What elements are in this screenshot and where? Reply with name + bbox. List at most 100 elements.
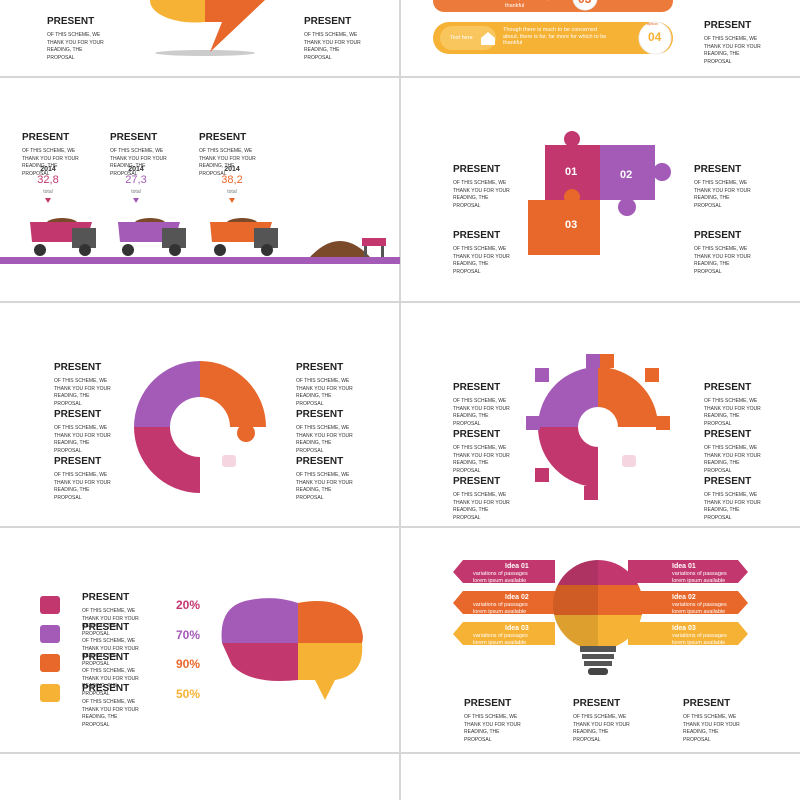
block-heading: PRESENT [704,20,752,31]
idea-title: Idea 03 [505,625,529,632]
ground [0,257,400,264]
block-heading: PRESENT [110,132,158,143]
block-heading: PRESENT [82,592,130,603]
idea-text: variations of passages lorem ipsum avail… [473,633,528,646]
banner [433,22,673,54]
gear [526,354,670,500]
block-body: OF THIS SCHEME, WE THANK YOU FOR YOUR RE… [296,425,353,454]
block-heading: PRESENT [304,16,352,27]
banner-text: Though there is much to be concerned abo… [503,27,607,47]
block-body: OF THIS SCHEME, WE THANK YOU FOR YOUR RE… [82,608,139,637]
banner-label: Text here [450,35,473,41]
block-body: OF THIS SCHEME, WE THANK YOU FOR YOUR RE… [54,425,111,454]
block-body: OF THIS SCHEME, WE THANK YOU FOR YOUR RE… [704,398,761,427]
block-body: OF THIS SCHEME, WE THANK YOU FOR YOUR RE… [296,472,353,501]
home-icon [481,32,495,45]
block-heading: PRESENT [54,409,102,420]
block-body: OF THIS SCHEME, WE THANK YOU FOR YOUR RE… [296,378,353,407]
block-body: OF THIS SCHEME, WE THANK YOU FOR YOUR RE… [199,148,256,177]
piece-label: 02 [620,169,633,181]
block-heading: PRESENT [296,362,344,373]
block-body: OF THIS SCHEME, WE THANK YOU FOR YOUR RE… [82,638,139,667]
block-heading: PRESENT [82,622,130,633]
idea-text: variations of passages lorem ipsum avail… [473,602,528,615]
block-body: OF THIS SCHEME, WE THANK YOU FOR YOUR RE… [54,378,111,407]
block-heading: PRESENT [453,230,501,241]
stat-year: 2014 [40,166,56,173]
block-body: OF THIS SCHEME, WE THANK YOU FOR YOUR RE… [453,180,510,209]
block-heading: PRESENT [704,429,752,440]
stat-unit: total [43,189,53,195]
banner-text: about, there is far, far more for which … [505,0,608,9]
idea-text: variations of passages lorem ipsum avail… [672,571,727,584]
block-body: OF THIS SCHEME, WE THANK YOU FOR YOUR RE… [464,714,521,743]
idea-title: Idea 02 [672,594,696,601]
idea-text: variations of passages lorem ipsum avail… [473,571,528,584]
block-body: OF THIS SCHEME, WE THANK YOU FOR YOUR RE… [573,714,630,743]
block-body: OF THIS SCHEME, WE THANK YOU FOR YOUR RE… [304,32,361,61]
piece [205,0,265,52]
stat-year: 2014 [128,166,144,173]
percent: 50% [176,687,201,701]
stat-unit: total [131,189,141,195]
banner [433,0,673,12]
block-body: OF THIS SCHEME, WE THANK YOU FOR YOUR RE… [683,714,740,743]
block-body: OF THIS SCHEME, WE THANK YOU FOR YOUR RE… [453,246,510,275]
banner-number: 03 [578,0,591,6]
block-heading: PRESENT [694,230,742,241]
block-body: OF THIS SCHEME, WE THANK YOU FOR YOUR RE… [82,668,139,697]
banner-number: 04 [648,30,662,44]
stat-value: 27,3 [125,174,147,186]
ring [134,361,266,493]
idea-text: variations of passages lorem ipsum avail… [672,602,727,615]
block-body: OF THIS SCHEME, WE THANK YOU FOR YOUR RE… [453,492,510,521]
block-heading: PRESENT [22,132,70,143]
block-heading: PRESENT [199,132,247,143]
block-body: OF THIS SCHEME, WE THANK YOU FOR YOUR RE… [704,445,761,474]
block-heading: PRESENT [573,698,621,709]
shadow [155,50,255,56]
block-heading: PRESENT [82,683,130,694]
block-heading: PRESENT [453,382,501,393]
idea-title: Idea 01 [672,563,696,570]
stat-year: 2014 [224,166,240,173]
trucks [30,198,386,257]
block-heading: PRESENT [453,476,501,487]
idea-title: Idea 02 [505,594,529,601]
puzzle [528,131,671,255]
block-heading: PRESENT [47,16,95,27]
block-heading: PRESENT [694,164,742,175]
block-body: OF THIS SCHEME, WE THANK YOU FOR YOUR RE… [110,148,167,177]
idea-title: Idea 01 [505,563,529,570]
banner-option: option [647,21,658,26]
percent: 20% [176,598,201,612]
block-body: OF THIS SCHEME, WE THANK YOU FOR YOUR RE… [82,699,139,728]
block-heading: PRESENT [54,456,102,467]
idea-text: variations of passages lorem ipsum avail… [672,633,727,646]
idea-title: Idea 03 [672,625,696,632]
block-heading: PRESENT [464,698,512,709]
bulb [453,560,748,675]
block-heading: PRESENT [453,429,501,440]
block-heading: PRESENT [82,652,130,663]
block-heading: PRESENT [296,456,344,467]
block-heading: PRESENT [453,164,501,175]
percent: 70% [176,628,201,642]
block-heading: PRESENT [683,698,731,709]
block-body: OF THIS SCHEME, WE THANK YOU FOR YOUR RE… [54,472,111,501]
block-body: OF THIS SCHEME, WE THANK YOU FOR YOUR RE… [47,32,104,61]
stat-value: 32,8 [37,174,59,186]
percent: 90% [176,657,201,671]
block-body: OF THIS SCHEME, WE THANK YOU FOR YOUR RE… [694,246,751,275]
block-body: OF THIS SCHEME, WE THANK YOU FOR YOUR RE… [453,445,510,474]
piece-label: 03 [565,219,578,231]
piece-label: 01 [565,166,578,178]
stat-value: 38,2 [221,174,243,186]
block-body: OF THIS SCHEME, WE THANK YOU FOR YOUR RE… [453,398,510,427]
block-body: OF THIS SCHEME, WE THANK YOU FOR YOUR RE… [704,492,761,521]
badge [572,0,598,11]
block-heading: PRESENT [704,476,752,487]
